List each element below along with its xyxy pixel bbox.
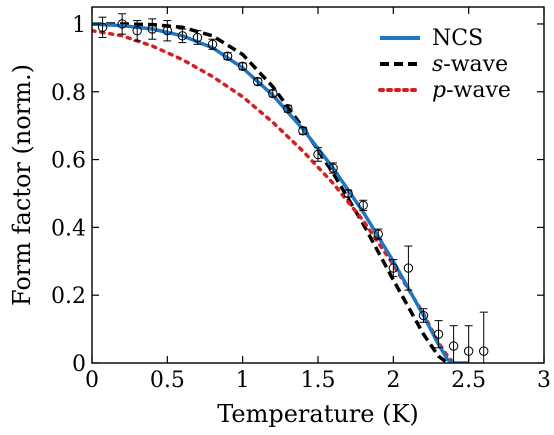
legend: NCS s-wave p-wave bbox=[378, 26, 511, 103]
curves-layer bbox=[92, 22, 469, 363]
legend-label-p-wave-rest: -wave bbox=[446, 78, 511, 103]
data-point bbox=[253, 76, 263, 87]
data-marker bbox=[117, 19, 127, 29]
data-point bbox=[403, 245, 414, 291]
data-marker bbox=[283, 104, 293, 114]
series-line-p-wave bbox=[92, 28, 456, 363]
data-marker bbox=[448, 341, 459, 351]
data-marker bbox=[298, 126, 308, 136]
data-marker bbox=[388, 263, 399, 273]
data-point bbox=[268, 88, 278, 99]
legend-label-ncs: NCS bbox=[432, 26, 483, 51]
data-point bbox=[313, 147, 323, 162]
data-marker bbox=[373, 229, 383, 239]
data-marker bbox=[147, 24, 157, 34]
data-marker bbox=[207, 39, 218, 49]
series-line-s-wave bbox=[92, 22, 449, 363]
data-marker bbox=[343, 188, 353, 199]
data-marker bbox=[97, 22, 108, 33]
data-point bbox=[192, 30, 203, 45]
data-marker bbox=[328, 163, 338, 173]
data-point bbox=[448, 325, 459, 364]
y-axis-label: Form factor (norm.) bbox=[8, 64, 36, 306]
data-point bbox=[207, 38, 218, 50]
legend-label-p-wave: p-wave bbox=[432, 78, 511, 103]
x-tick-label: 2 bbox=[386, 368, 400, 393]
y-tick-label: 0.6 bbox=[51, 149, 86, 174]
data-marker bbox=[162, 26, 173, 36]
y-tick-label: 0 bbox=[72, 352, 86, 377]
data-point bbox=[358, 199, 368, 211]
x-axis-label: Temperature (K) bbox=[217, 400, 419, 428]
data-point bbox=[97, 16, 108, 39]
data-point bbox=[237, 61, 248, 72]
legend-label-s-wave-italic: s bbox=[432, 52, 443, 77]
ticks-layer bbox=[91, 7, 545, 364]
x-tick-label: 2.5 bbox=[451, 368, 486, 393]
data-point bbox=[177, 28, 188, 44]
data-point bbox=[328, 162, 338, 174]
x-tick-label: 0.5 bbox=[150, 368, 185, 393]
data-marker bbox=[358, 200, 368, 211]
data-point bbox=[147, 18, 157, 40]
y-tick-label: 0.8 bbox=[51, 81, 86, 106]
data-point bbox=[132, 20, 142, 42]
y-tick-label: 0.2 bbox=[51, 284, 86, 309]
data-point bbox=[222, 51, 233, 61]
data-marker bbox=[313, 149, 323, 160]
data-point bbox=[117, 13, 127, 35]
legend-label-p-wave-italic: p bbox=[432, 78, 446, 103]
legend-label-s-wave: s-wave bbox=[432, 52, 508, 77]
data-marker bbox=[433, 329, 444, 339]
data-point bbox=[298, 126, 308, 136]
data-marker bbox=[253, 76, 263, 87]
data-point bbox=[388, 259, 399, 278]
data-marker bbox=[403, 263, 414, 273]
data-marker bbox=[192, 32, 203, 43]
data-point bbox=[162, 20, 173, 42]
data-point bbox=[433, 320, 444, 349]
x-tick-label: 1.5 bbox=[301, 368, 336, 393]
data-marker bbox=[479, 346, 489, 356]
legend-label-s-wave-rest: -wave bbox=[443, 52, 508, 77]
data-point bbox=[373, 228, 383, 240]
x-tick-label: 1 bbox=[236, 368, 250, 393]
x-tick-label: 0 bbox=[85, 368, 99, 393]
data-point bbox=[418, 308, 429, 323]
data-point bbox=[343, 188, 353, 199]
data-marker bbox=[463, 346, 474, 356]
data-marker bbox=[222, 51, 233, 61]
y-tick-label: 0.4 bbox=[51, 216, 86, 241]
data-marker bbox=[418, 310, 429, 321]
tick-labels-layer: 0 0.5 1 1.5 2 2.5 3 0 0.2 0.4 0.6 0.8 1 bbox=[51, 13, 551, 393]
data-marker bbox=[237, 61, 248, 72]
data-marker bbox=[132, 26, 142, 36]
data-points-layer bbox=[97, 13, 489, 364]
x-tick-label: 3 bbox=[537, 368, 551, 393]
y-tick-label: 1 bbox=[72, 13, 86, 38]
data-marker bbox=[177, 31, 188, 41]
data-point bbox=[283, 104, 293, 114]
data-marker bbox=[268, 88, 278, 99]
data-point bbox=[479, 311, 489, 364]
